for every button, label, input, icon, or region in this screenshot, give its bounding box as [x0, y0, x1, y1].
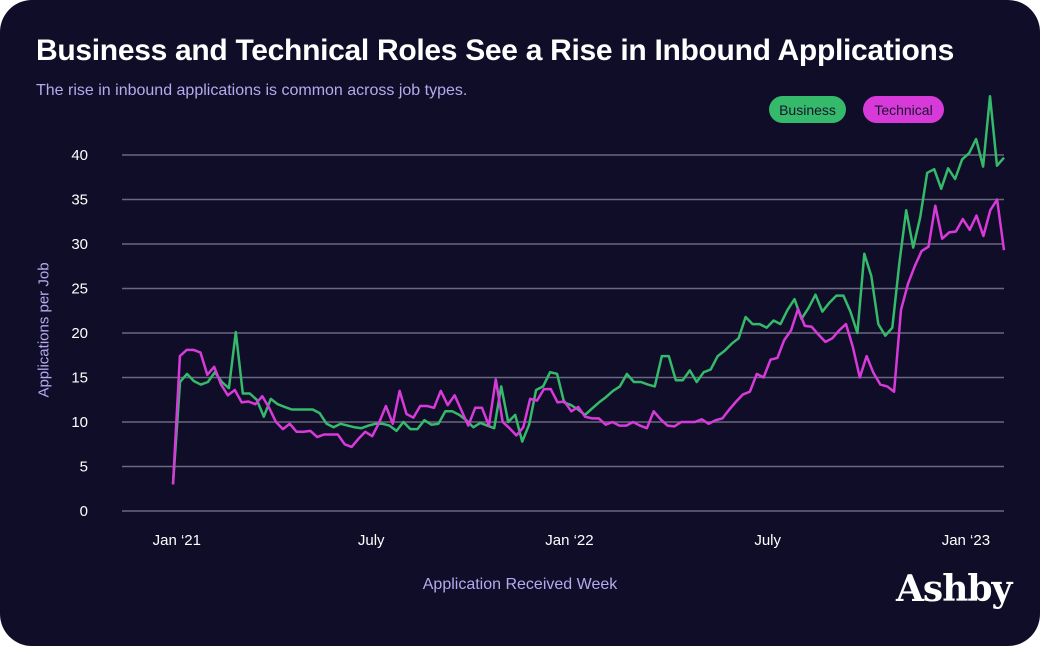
y-tick-label: 40 — [71, 147, 88, 164]
chart-subtitle: The rise in inbound applications is comm… — [36, 82, 468, 99]
legend-item-business[interactable]: Business — [769, 96, 846, 123]
legend-item-technical[interactable]: Technical — [863, 96, 944, 123]
x-axis-label: Application Received Week — [422, 576, 618, 593]
gridlines — [122, 154, 1004, 512]
x-tick-label: July — [358, 532, 385, 549]
y-tick-label: 30 — [71, 236, 88, 253]
y-tick-label: 0 — [80, 503, 88, 520]
y-tick-label: 5 — [80, 459, 88, 476]
x-axis-ticks: Jan ‘21 July Jan ‘22 July Jan ‘23 — [153, 532, 990, 549]
x-tick-label: Jan ‘22 — [545, 532, 593, 549]
ashby-logo: Ashby — [896, 568, 1012, 610]
y-tick-label: 15 — [71, 370, 88, 387]
chart-title: Business and Technical Roles See a Rise … — [36, 34, 954, 67]
series-lines — [171, 95, 1006, 485]
y-tick-label: 35 — [71, 192, 88, 209]
y-tick-label: 20 — [71, 325, 88, 342]
y-axis-label: Applications per Job — [35, 262, 53, 398]
x-tick-label: July — [754, 532, 781, 549]
series-line-technical — [171, 198, 1006, 485]
y-tick-label: 10 — [71, 414, 88, 431]
x-tick-label: Jan ‘21 — [153, 532, 201, 549]
series-line-business — [171, 95, 1005, 485]
y-axis-ticks: 0 5 10 15 20 25 30 35 40 — [71, 147, 88, 520]
y-tick-label: 25 — [71, 281, 88, 298]
x-tick-label: Jan ‘23 — [942, 532, 990, 549]
